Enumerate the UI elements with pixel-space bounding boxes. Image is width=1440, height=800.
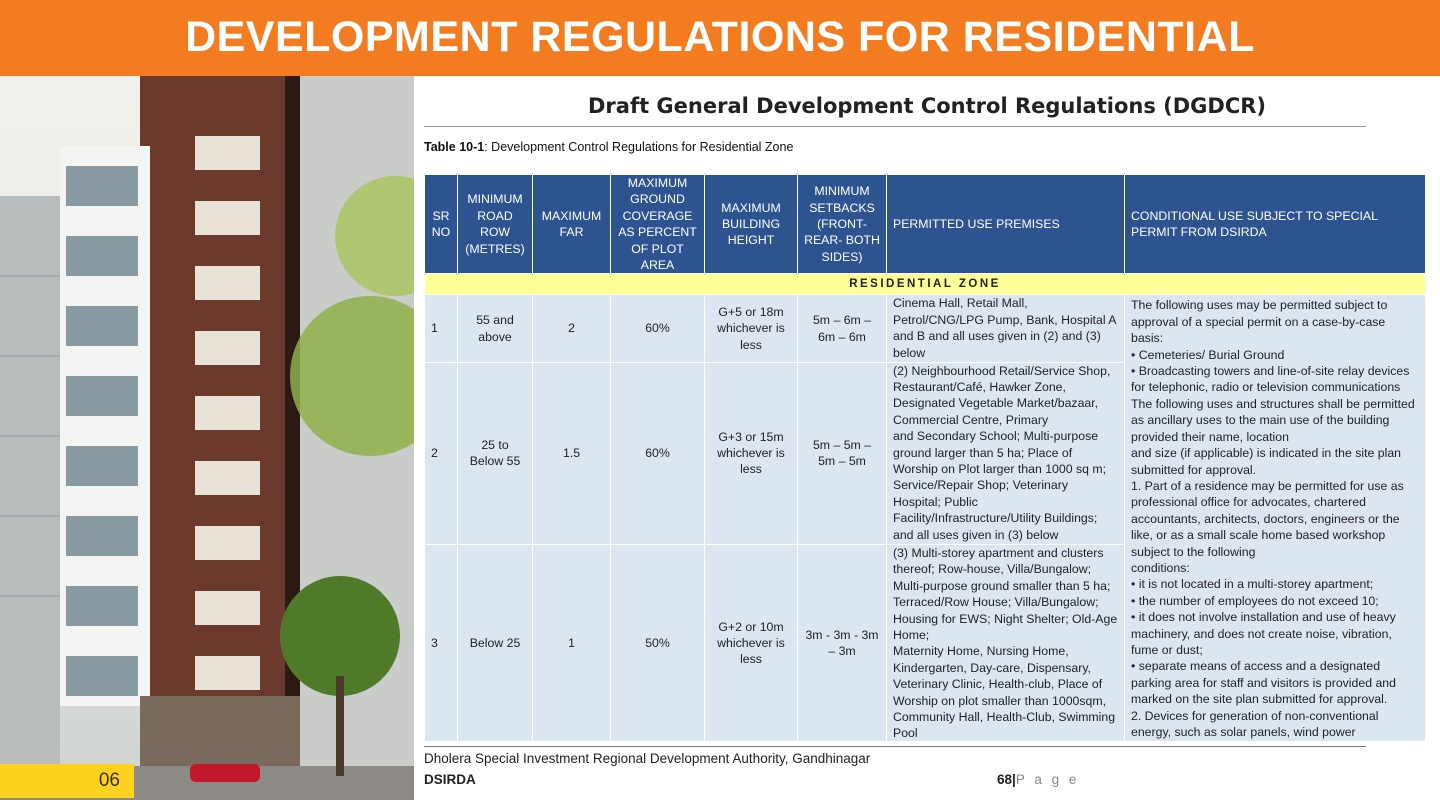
body-row: 1 55 and above 2 60% G+5 or 18m whichever is… — [424, 294, 1426, 743]
caption-label: Table 10-1 — [424, 140, 485, 154]
permitted-wrap: (2) Neighbourhood Retail/Service Shop, R… — [893, 363, 1118, 542]
permitted-cell: Cinema Hall, Retail Mall, Petrol/CNG/LPG… — [886, 294, 1125, 363]
conditional-text: • it is not located in a multi-storey ap… — [1131, 577, 1374, 592]
header-cell: PERMITTED USE PREMISES — [886, 173, 1125, 275]
conditional-text: • separate means of access and a designa… — [1131, 659, 1396, 707]
cell-setbacks: 5m – 6m – 6m – 6m — [797, 294, 887, 363]
conditional-wrap: The following uses may be permitted subj… — [1131, 296, 1419, 741]
cell-far: 2 — [532, 294, 611, 363]
conditional-text: conditions: — [1131, 560, 1190, 575]
cell-height: G+5 or 18m whichever is less — [704, 294, 798, 363]
cell-coverage: 60% — [610, 361, 705, 545]
conditional-text: The following uses may be permitted subj… — [1131, 298, 1388, 346]
header-cell: SR NO — [424, 173, 458, 275]
header-row: SR NO MINIMUM ROAD ROW (METRES) MAXIMUM FA… — [424, 173, 1426, 275]
conditional-text: The following uses and structures shall … — [1131, 396, 1415, 444]
permitted-text: Maternity Home, Nursing Home, Kindergart… — [893, 644, 1116, 740]
permitted-text: (3) Multi-storey apartment and clusters … — [893, 545, 1118, 643]
cell-far: 1 — [532, 543, 611, 743]
permitted-text: Cinema Hall, Retail Mall, Petrol/CNG/LPG… — [893, 296, 1116, 360]
conditional-text: • the number of employees do not exceed … — [1131, 593, 1379, 608]
body-row: 2 25 to Below 55 1.5 60% G+3 or 15m whicheve… — [424, 361, 1426, 545]
page-number-value: 68 — [997, 772, 1013, 787]
conditional-text: • it does not involve installation and u… — [1131, 610, 1396, 657]
rule — [424, 126, 1366, 127]
permitted-wrap: Cinema Hall, Retail Mall, Petrol/CNG/LPG… — [893, 296, 1118, 360]
cell-coverage: 60% — [610, 294, 705, 363]
header-cell: MAXIMUM GROUND COVERAGE AS PERCENT OF PL… — [610, 173, 705, 275]
page-label: P a g e — [1015, 772, 1080, 787]
permitted-cell: (2) Neighbourhood Retail/Service Shop, R… — [886, 361, 1125, 545]
cell-far: 1.5 — [532, 361, 611, 545]
document-title: Draft General Development Control Regula… — [587, 94, 1267, 118]
conditional-text: 1. Part of a residence may be permitted … — [1131, 478, 1404, 559]
conditional-text: • Broadcasting towers and line-of-site r… — [1131, 364, 1410, 395]
table-caption: Table 10-1: Development Control Regulati… — [424, 140, 793, 154]
page-number: 68|P a g e — [997, 772, 1079, 787]
conditional-text: 2. Devices for generation of non-convent… — [1131, 708, 1379, 739]
header-cell: MINIMUM ROAD ROW (METRES) — [457, 173, 533, 275]
conditional-text: and size (if applicable) is indicated in… — [1131, 446, 1402, 477]
regulation-table: SR NO MINIMUM ROAD ROW (METRES) MAXIMUM FA… — [424, 173, 1426, 743]
cell-sr: 2 — [424, 361, 458, 545]
rule — [424, 746, 1366, 747]
slide-number: 06 — [0, 764, 134, 798]
conditional-text: • Cemeteries/ Burial Ground — [1131, 347, 1285, 362]
header-cell: MAXIMUM FAR — [532, 173, 611, 275]
zone-cell: RESIDENTIAL ZONE — [424, 273, 1426, 296]
cell-sr: 1 — [424, 294, 458, 363]
zone-row: RESIDENTIAL ZONE — [424, 273, 1426, 296]
cell-road: 25 to Below 55 — [457, 361, 533, 545]
conditional-text: 3. Servant quarters or lodging facilitie… — [1131, 740, 1419, 741]
permitted-cell: (3) Multi-storey apartment and clusters … — [886, 543, 1125, 743]
header-title: DEVELOPMENT REGULATIONS FOR RESIDENTIAL — [0, 0, 1440, 76]
conditional-cell: The following uses may be permitted subj… — [1124, 294, 1426, 743]
header-cell: MAXIMUM BUILDING HEIGHT — [704, 173, 798, 275]
page-separator: | — [1012, 772, 1016, 787]
permitted-text: (2) Neighbourhood Retail/Service Shop, R… — [893, 363, 1111, 427]
building-illustration — [0, 76, 414, 800]
permitted-wrap: (3) Multi-storey apartment and clusters … — [893, 545, 1118, 740]
permitted-text: and Secondary School; Multi-purpose grou… — [893, 429, 1107, 542]
cell-height: G+3 or 15m whichever is less — [704, 361, 798, 545]
cell-coverage: 50% — [610, 543, 705, 743]
document: Draft General Development Control Regula… — [414, 76, 1440, 800]
cell-road: Below 25 — [457, 543, 533, 743]
body-row: 3 Below 25 1 50% G+2 or 10m whichever is les… — [424, 543, 1426, 743]
header-cell: CONDITIONAL USE SUBJECT TO SPECIAL PERMI… — [1124, 173, 1426, 275]
caption-text: : Development Control Regulations for Re… — [484, 140, 794, 154]
header-cell: MINIMUM SETBACKS (FRONT- REAR- BOTH SIDE… — [797, 173, 887, 275]
cell-height: G+2 or 10m whichever is less — [704, 543, 798, 743]
footer-short: DSIRDA — [424, 772, 476, 787]
cell-sr: 3 — [424, 543, 458, 743]
cell-road: 55 and above — [457, 294, 533, 363]
building-image: 06 — [0, 76, 414, 800]
cell-setbacks: 5m – 5m – 5m – 5m — [797, 361, 887, 545]
cell-setbacks: 3m - 3m - 3m – 3m — [797, 543, 887, 743]
footer-authority: Dholera Special Investment Regional Deve… — [424, 751, 871, 766]
